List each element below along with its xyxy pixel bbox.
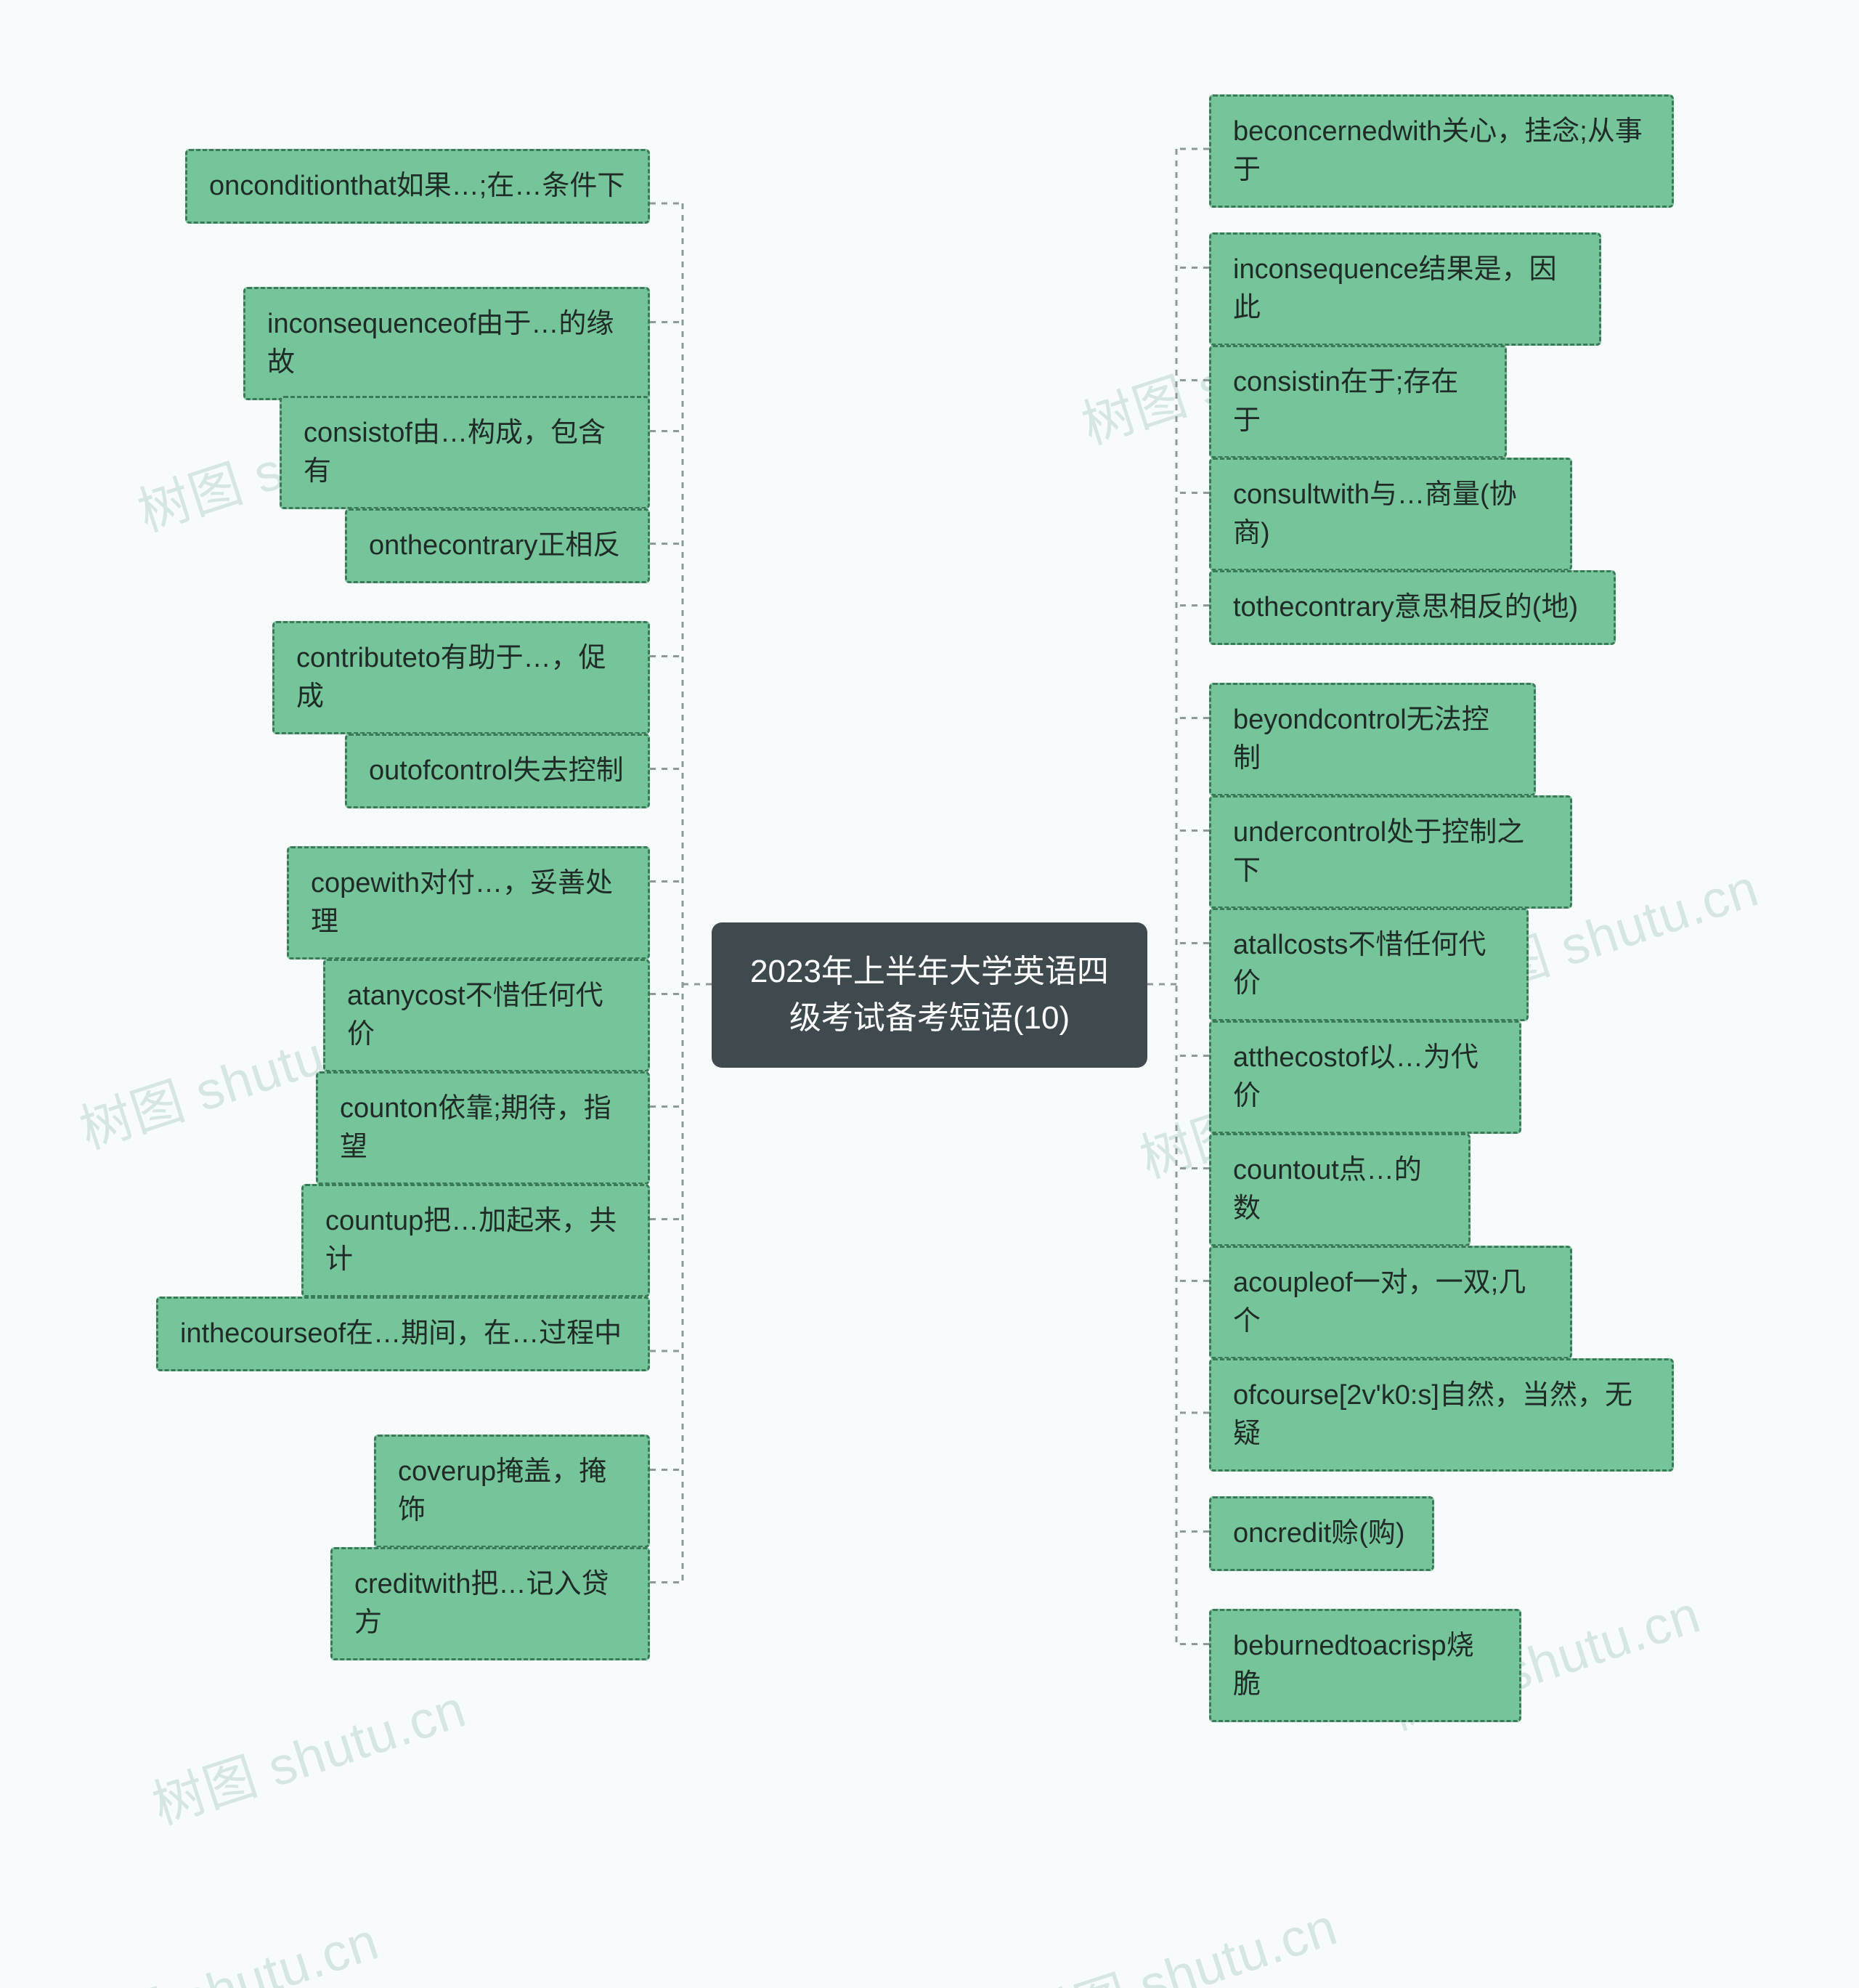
leaf-text: atthecostof以…为代价 xyxy=(1233,1042,1478,1111)
center-node-text: 2023年上半年大学英语四级考试备考短语(10) xyxy=(750,954,1109,1036)
left-node: outofcontrol失去控制 xyxy=(345,734,650,808)
leaf-text: consistin在于;存在于 xyxy=(1233,367,1458,436)
leaf-text: countout点…的数 xyxy=(1233,1155,1422,1224)
left-node: creditwith把…记入贷方 xyxy=(330,1547,650,1660)
watermark: 树图 shutu.cn xyxy=(54,1898,387,1988)
watermark: 树图 shutu.cn xyxy=(1013,1883,1346,1988)
left-node: coverup掩盖，掩饰 xyxy=(374,1435,650,1548)
right-node: oncredit赊(购) xyxy=(1209,1496,1434,1571)
left-node: contributeto有助于…，促成 xyxy=(272,621,650,734)
right-node: atallcosts不惜任何代价 xyxy=(1209,908,1529,1021)
right-node: beburnedtoacrisp烧脆 xyxy=(1209,1609,1521,1722)
leaf-text: atallcosts不惜任何代价 xyxy=(1233,930,1486,999)
right-node: consultwith与…商量(协商) xyxy=(1209,458,1572,571)
leaf-text: consultwith与…商量(协商) xyxy=(1233,479,1517,548)
left-node: onthecontrary正相反 xyxy=(345,508,650,583)
right-node: inconsequence结果是，因此 xyxy=(1209,232,1601,346)
leaf-text: undercontrol处于控制之下 xyxy=(1233,817,1524,886)
leaf-text: beconcernedwith关心，挂念;从事于 xyxy=(1233,116,1643,185)
leaf-text: ofcourse[2v'k0:s]自然，当然，无疑 xyxy=(1233,1380,1632,1449)
leaf-text: beburnedtoacrisp烧脆 xyxy=(1233,1631,1474,1700)
center-node: 2023年上半年大学英语四级考试备考短语(10) xyxy=(712,922,1147,1068)
right-node: acoupleof一对，一双;几个 xyxy=(1209,1246,1572,1359)
left-node: inconsequenceof由于…的缘故 xyxy=(243,287,650,400)
left-node: inthecourseof在…期间，在…过程中 xyxy=(156,1297,650,1371)
right-node: tothecontrary意思相反的(地) xyxy=(1209,570,1616,645)
leaf-text: copewith对付…，妥善处理 xyxy=(311,868,613,937)
leaf-text: countup把…加起来，共计 xyxy=(325,1206,617,1275)
right-node: countout点…的数 xyxy=(1209,1133,1470,1246)
left-node: counton依靠;期待，指望 xyxy=(316,1071,650,1185)
leaf-text: onthecontrary正相反 xyxy=(369,530,620,561)
leaf-text: inconsequenceof由于…的缘故 xyxy=(267,309,614,378)
left-node: consistof由…构成，包含有 xyxy=(280,396,650,509)
leaf-text: atanycost不惜任何代价 xyxy=(347,981,603,1050)
leaf-text: oncredit赊(购) xyxy=(1233,1518,1405,1549)
leaf-text: acoupleof一对，一双;几个 xyxy=(1233,1267,1526,1336)
leaf-text: onconditionthat如果…;在…条件下 xyxy=(209,171,625,201)
right-node: ofcourse[2v'k0:s]自然，当然，无疑 xyxy=(1209,1358,1674,1472)
left-node: atanycost不惜任何代价 xyxy=(323,959,650,1072)
leaf-text: coverup掩盖，掩饰 xyxy=(398,1456,606,1525)
right-node: beconcernedwith关心，挂念;从事于 xyxy=(1209,94,1674,208)
leaf-text: beyondcontrol无法控制 xyxy=(1233,705,1489,774)
leaf-text: creditwith把…记入贷方 xyxy=(354,1569,609,1638)
leaf-text: outofcontrol失去控制 xyxy=(369,755,624,786)
left-node: countup把…加起来，共计 xyxy=(301,1184,650,1297)
right-node: undercontrol处于控制之下 xyxy=(1209,795,1572,909)
right-node: consistin在于;存在于 xyxy=(1209,345,1507,458)
right-node: atthecostof以…为代价 xyxy=(1209,1021,1521,1134)
right-node: beyondcontrol无法控制 xyxy=(1209,683,1536,796)
leaf-text: contributeto有助于…，促成 xyxy=(296,643,606,712)
leaf-text: inconsequence结果是，因此 xyxy=(1233,254,1557,323)
leaf-text: inthecourseof在…期间，在…过程中 xyxy=(180,1318,622,1349)
mindmap-canvas: 树图 shutu.cn树图 shutu.cn树图 shutu.cn树图 shut… xyxy=(0,0,1859,1988)
leaf-text: counton依靠;期待，指望 xyxy=(340,1093,611,1162)
leaf-text: consistof由…构成，包含有 xyxy=(304,418,606,487)
left-node: copewith对付…，妥善处理 xyxy=(287,846,650,959)
left-node: onconditionthat如果…;在…条件下 xyxy=(185,149,650,224)
leaf-text: tothecontrary意思相反的(地) xyxy=(1233,592,1578,622)
watermark: 树图 shutu.cn xyxy=(142,1666,474,1838)
